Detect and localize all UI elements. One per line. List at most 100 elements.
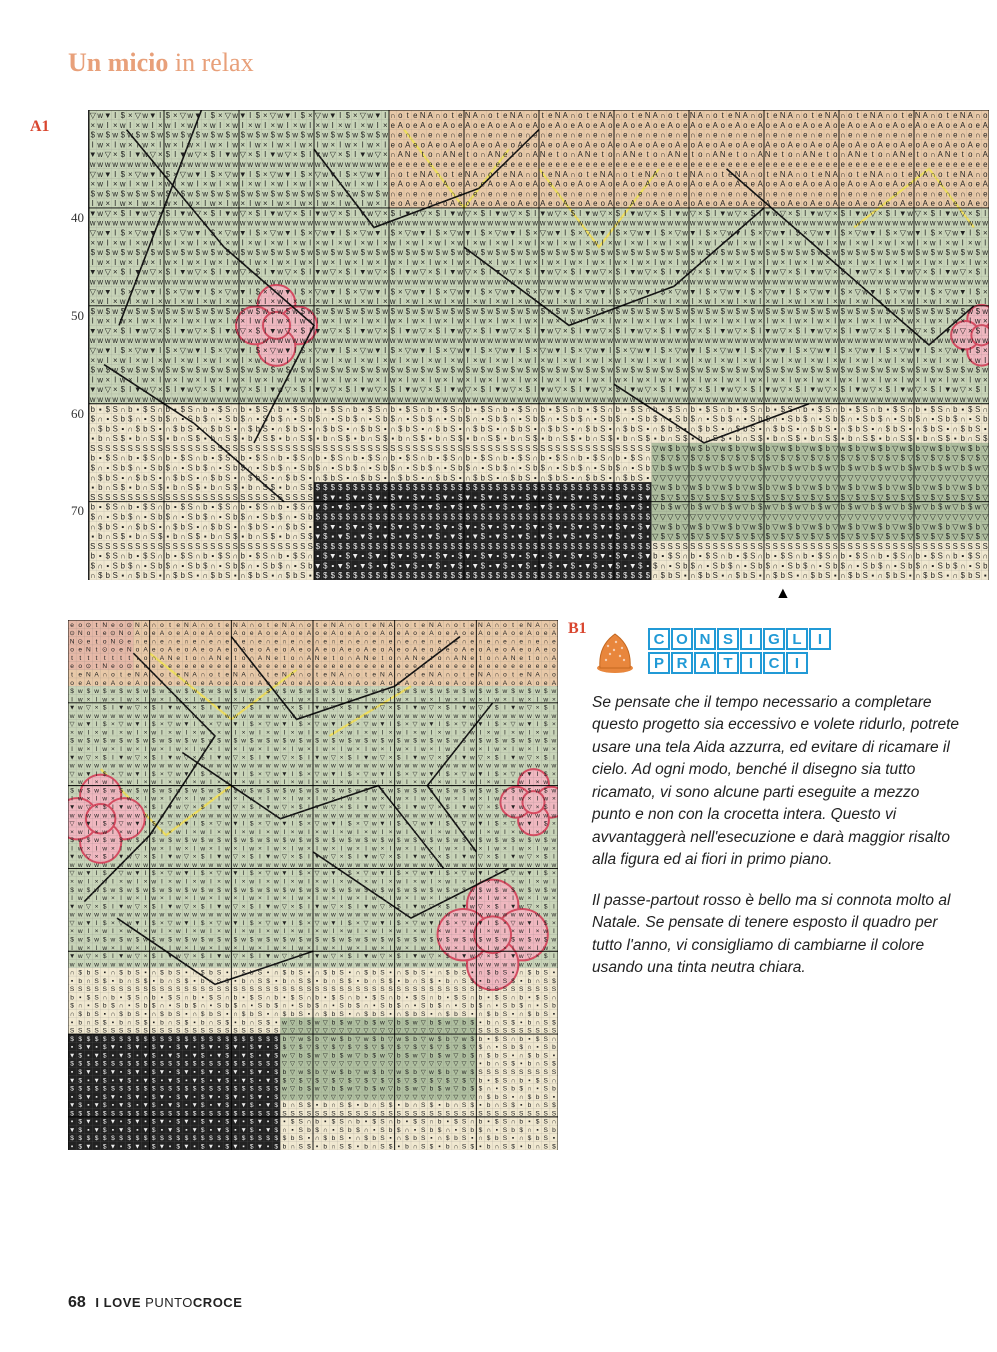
svg-text:A: A	[533, 121, 539, 130]
svg-text:e: e	[908, 160, 912, 169]
svg-text:I: I	[264, 121, 266, 130]
svg-text:×: ×	[293, 356, 298, 365]
svg-text:e: e	[683, 121, 687, 130]
svg-text:w: w	[809, 277, 816, 286]
svg-text:▼: ▼	[464, 493, 472, 502]
svg-text:e: e	[586, 160, 590, 169]
svg-text:×: ×	[698, 385, 703, 394]
svg-text:×: ×	[893, 375, 898, 384]
svg-text:∩: ∩	[427, 424, 433, 433]
svg-text:o: o	[406, 180, 411, 189]
svg-text:I: I	[354, 121, 356, 130]
svg-text:w: w	[186, 238, 193, 247]
svg-text:w: w	[479, 336, 486, 345]
svg-text:I: I	[759, 238, 761, 247]
svg-text:∩: ∩	[825, 189, 831, 198]
svg-text:w: w	[194, 277, 201, 286]
svg-text:$: $	[293, 454, 298, 463]
svg-text:I: I	[984, 209, 986, 218]
svg-text:▼: ▼	[314, 209, 322, 218]
svg-text:w: w	[726, 317, 733, 326]
svg-text:S: S	[188, 424, 193, 433]
svg-text:b: b	[218, 424, 223, 433]
svg-text:N: N	[495, 150, 501, 159]
svg-text:N: N	[780, 111, 786, 120]
svg-text:e: e	[758, 160, 762, 169]
svg-text:∩: ∩	[157, 454, 163, 463]
svg-text:×: ×	[113, 268, 118, 277]
svg-text:w: w	[711, 395, 718, 404]
svg-text:$: $	[526, 307, 531, 316]
svg-text:$: $	[496, 248, 501, 257]
svg-text:▼: ▼	[914, 229, 922, 238]
svg-text:S: S	[300, 415, 305, 424]
svg-text:×: ×	[915, 375, 920, 384]
svg-text:I: I	[894, 297, 896, 306]
svg-text:×: ×	[833, 209, 838, 218]
svg-text:I: I	[519, 317, 521, 326]
svg-text:b: b	[391, 405, 396, 414]
svg-text:$: $	[346, 111, 351, 120]
svg-text:I: I	[249, 375, 251, 384]
svg-text:b: b	[631, 424, 636, 433]
svg-text:w: w	[96, 229, 103, 238]
svg-text:w: w	[741, 366, 748, 375]
svg-text:o: o	[653, 121, 658, 130]
svg-text:$: $	[346, 385, 351, 394]
svg-text:w: w	[749, 336, 756, 345]
svg-text:$: $	[376, 131, 381, 140]
svg-text:A: A	[923, 140, 929, 149]
svg-text:×: ×	[675, 297, 680, 306]
svg-text:×: ×	[113, 150, 118, 159]
svg-text:▪: ▪	[241, 483, 244, 492]
svg-text:e: e	[796, 160, 800, 169]
svg-text:∩: ∩	[420, 131, 426, 140]
svg-text:$: $	[391, 415, 396, 424]
svg-text:$: $	[256, 307, 261, 316]
svg-text:w: w	[126, 189, 133, 198]
svg-text:e: e	[571, 140, 575, 149]
svg-text:$: $	[556, 248, 561, 257]
svg-text:I: I	[114, 229, 116, 238]
svg-text:$: $	[728, 464, 733, 473]
svg-text:w: w	[321, 131, 328, 140]
svg-text:w: w	[816, 209, 823, 218]
svg-text:I: I	[917, 356, 919, 365]
svg-text:$: $	[938, 464, 943, 473]
svg-text:▽: ▽	[225, 111, 232, 120]
svg-text:$: $	[661, 424, 666, 433]
svg-text:I: I	[474, 258, 476, 267]
svg-text:▼: ▼	[269, 150, 277, 159]
svg-text:$: $	[301, 248, 306, 257]
svg-text:▼: ▼	[914, 287, 922, 296]
svg-text:A: A	[945, 199, 951, 208]
svg-text:A: A	[938, 121, 944, 130]
svg-text:$: $	[736, 248, 741, 257]
svg-text:w: w	[861, 277, 868, 286]
svg-text:o: o	[743, 121, 748, 130]
svg-text:▪: ▪	[339, 493, 342, 502]
svg-text:I: I	[294, 229, 296, 238]
svg-text:$: $	[361, 483, 366, 492]
svg-text:w: w	[119, 375, 126, 384]
svg-text:×: ×	[330, 199, 335, 208]
svg-text:w: w	[119, 160, 126, 169]
svg-text:o: o	[428, 150, 433, 159]
svg-text:∩: ∩	[315, 424, 321, 433]
svg-text:∩: ∩	[292, 434, 298, 443]
svg-text:∩: ∩	[892, 434, 898, 443]
svg-text:w: w	[494, 219, 501, 228]
svg-text:w: w	[861, 238, 868, 247]
svg-text:∩: ∩	[615, 473, 621, 482]
svg-text:w: w	[771, 385, 778, 394]
svg-text:S: S	[173, 444, 178, 453]
svg-text:×: ×	[383, 121, 388, 130]
svg-text:I: I	[444, 326, 446, 335]
svg-text:w: w	[156, 366, 163, 375]
svg-text:w: w	[216, 395, 223, 404]
svg-text:w: w	[816, 366, 823, 375]
svg-text:w: w	[389, 336, 396, 345]
svg-text:b: b	[158, 415, 163, 424]
svg-text:b: b	[758, 415, 763, 424]
svg-text:b: b	[886, 483, 891, 492]
